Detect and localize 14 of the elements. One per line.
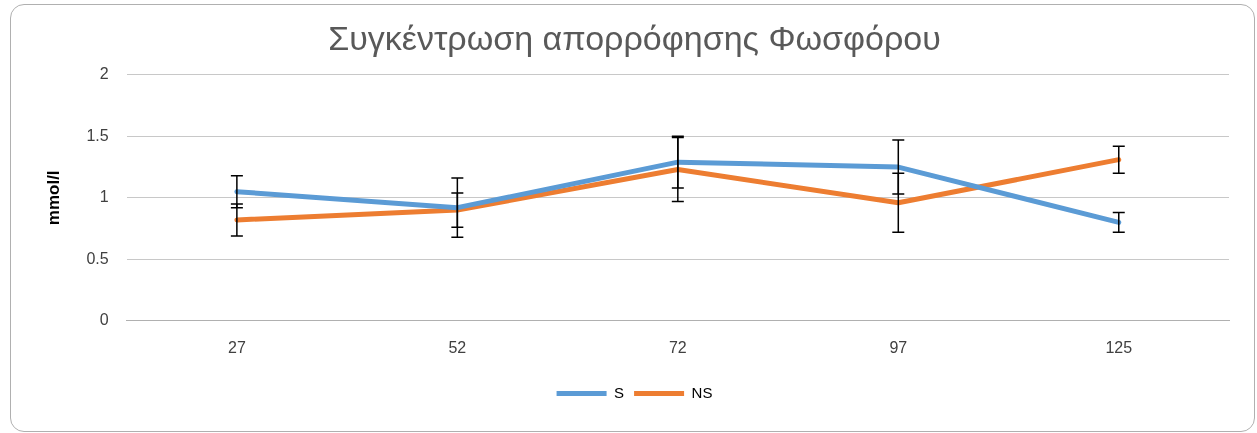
x-tick-label: 27: [227, 338, 246, 356]
x-tick-label: 52: [448, 338, 467, 356]
y-tick-label: 1.5: [86, 126, 109, 144]
chart-title: Συγκέντρωση απορρόφησης Φωσφόρου: [328, 18, 941, 57]
y-tick-label: 1: [99, 188, 109, 206]
y-axis-title: mmol/l: [43, 170, 63, 226]
legend-label: S: [614, 383, 625, 401]
x-tick-label: 97: [889, 338, 908, 356]
x-tick-label: 125: [1105, 338, 1133, 356]
legend-label: NS: [691, 383, 713, 401]
y-tick-label: 0: [99, 311, 109, 329]
y-tick-label: 0.5: [86, 249, 109, 267]
y-tick-label: 2: [99, 65, 109, 83]
x-tick-label: 72: [668, 338, 687, 356]
